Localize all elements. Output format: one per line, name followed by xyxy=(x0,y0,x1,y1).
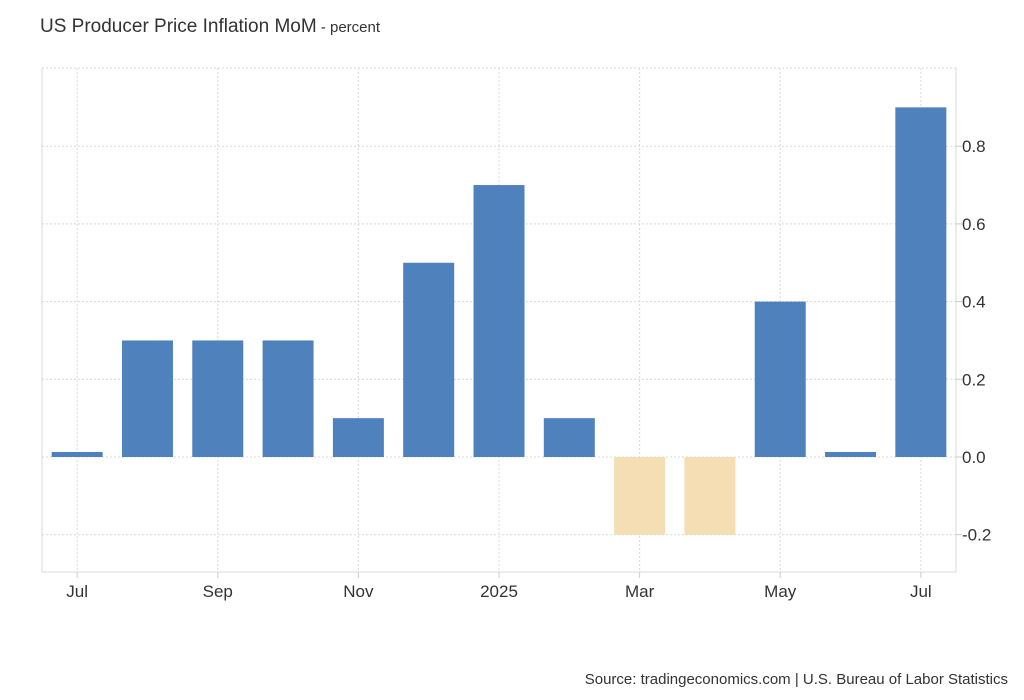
y-tick-label: 0.8 xyxy=(962,137,986,156)
x-tick-label: Nov xyxy=(343,582,374,601)
chart-title-block: US Producer Price Inflation MoM - percen… xyxy=(40,16,380,38)
bar-nov-2024 xyxy=(332,418,384,457)
chart-subtitle: - percent xyxy=(316,19,381,36)
y-tick-label: 0.2 xyxy=(962,370,986,389)
y-tick-label: -0.2 xyxy=(962,526,991,545)
chart-title: US Producer Price Inflation MoM xyxy=(40,16,317,37)
x-tick-label: May xyxy=(764,582,797,601)
bar-may-2025 xyxy=(754,301,806,457)
bar-jul-2024 xyxy=(51,452,103,457)
source-note: Source: tradingeconomics.com | U.S. Bure… xyxy=(584,671,1008,688)
y-tick-label: 0.4 xyxy=(962,293,986,312)
bar-dec-2024 xyxy=(403,262,455,457)
x-tick-label: 2025 xyxy=(480,582,518,601)
x-tick-label: Mar xyxy=(625,582,655,601)
bar-sep-2024 xyxy=(192,340,244,457)
y-tick-label: 0.0 xyxy=(962,448,986,467)
bar-apr-2025 xyxy=(684,457,736,535)
y-tick-label: 0.6 xyxy=(962,215,986,234)
bar-oct-2024 xyxy=(262,340,314,457)
bar-mar-2025 xyxy=(614,457,666,535)
bar-aug-2024 xyxy=(121,340,173,457)
x-tick-label: Jul xyxy=(66,582,88,601)
bar-jun-2025 xyxy=(825,452,877,457)
bar-jan-2025 xyxy=(473,185,525,458)
x-tick-label: Sep xyxy=(203,582,233,601)
x-tick-label: Jul xyxy=(910,582,932,601)
bar-jul-2025 xyxy=(895,107,947,457)
bar-feb-2025 xyxy=(543,418,595,457)
